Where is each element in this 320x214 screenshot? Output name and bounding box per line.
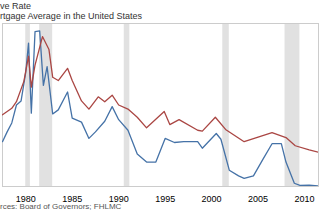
svg-text:1995: 1995 [155,194,175,202]
svg-text:1985: 1985 [62,194,82,202]
html-text:rces: Board of Governors; FHLM: rces: Board of Governors; FHLMC [0,202,122,211]
svg-text:1980: 1980 [16,194,36,202]
html-text:ve Rate: ve Rate [0,1,31,11]
html-text:rtgage Average in the United S: rtgage Average in the United States [0,11,142,21]
svg-text:2000: 2000 [202,194,222,202]
svg-text:2005: 2005 [248,194,268,202]
svg-text:2010: 2010 [295,194,315,202]
svg-text:1990: 1990 [109,194,129,202]
